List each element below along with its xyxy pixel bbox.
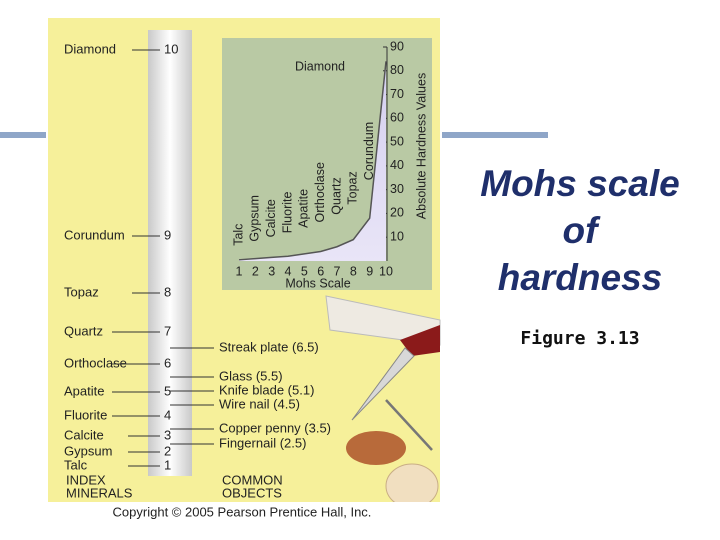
x-tick-label: 10 xyxy=(379,264,393,278)
mineral-hardness: 4 xyxy=(164,407,171,422)
mineral-name: Topaz xyxy=(64,284,99,299)
y-tick-label: 80 xyxy=(390,63,404,77)
y-tick-label: 20 xyxy=(390,206,404,220)
y-tick-label: 40 xyxy=(390,158,404,172)
point-label: Quartz xyxy=(329,177,343,215)
mineral-name: Talc xyxy=(64,457,88,472)
x-tick-label: 5 xyxy=(301,264,308,278)
mineral-name: Calcite xyxy=(64,427,104,442)
mineral-name: Gypsum xyxy=(64,443,112,458)
common-object: Copper penny (3.5) xyxy=(219,420,331,435)
knife-blade xyxy=(351,347,415,421)
mineral-hardness: 5 xyxy=(164,383,171,398)
line xyxy=(238,61,387,261)
common-object: Wire nail (4.5) xyxy=(219,396,300,411)
accent-bar xyxy=(0,132,46,138)
knife-handle xyxy=(400,325,440,356)
mineral-name: Fluorite xyxy=(64,407,107,422)
mineral-hardness: 2 xyxy=(164,443,171,458)
mineral-name: Apatite xyxy=(64,383,104,398)
mineral-name: Orthoclase xyxy=(64,355,127,370)
index-label: MINERALS xyxy=(66,485,133,500)
point-label: Diamond xyxy=(295,59,345,73)
point-label: Topaz xyxy=(346,171,360,204)
x-tick-label: 6 xyxy=(317,264,324,278)
y-tick-label: 70 xyxy=(390,87,404,101)
fingernail xyxy=(385,463,439,509)
y-tick-label: 50 xyxy=(390,134,404,148)
x-tick-label: 7 xyxy=(334,264,341,278)
copyright: Copyright © 2005 Pearson Prentice Hall, … xyxy=(113,504,372,519)
common-object: Glass (5.5) xyxy=(219,368,283,383)
y-tick-label: 90 xyxy=(390,39,404,53)
point-label: Apatite xyxy=(297,189,311,228)
mineral-hardness: 7 xyxy=(164,323,171,338)
scale-strip xyxy=(148,30,192,476)
mineral-hardness: 1 xyxy=(164,457,171,472)
mineral-hardness: 10 xyxy=(164,41,178,56)
mineral-hardness: 8 xyxy=(164,284,171,299)
point-label: Talc xyxy=(231,224,245,246)
point-label: Fluorite xyxy=(280,192,294,234)
mineral-name: Diamond xyxy=(64,41,116,56)
inset-panel xyxy=(222,38,432,290)
common-object: Fingernail (2.5) xyxy=(219,435,306,450)
x-axis-label: Mohs Scale xyxy=(285,276,350,290)
objects-label: OBJECTS xyxy=(222,485,282,500)
mineral-hardness: 6 xyxy=(164,355,171,370)
y-tick-label: 10 xyxy=(390,230,404,244)
caption: Figure 3.13 xyxy=(520,328,639,349)
mineral-name: Quartz xyxy=(64,323,103,338)
mineral-hardness: 3 xyxy=(164,427,171,442)
x-tick-label: 2 xyxy=(252,264,259,278)
mineral-hardness: 9 xyxy=(164,227,171,242)
y-axis-label: Absolute Hardness Values xyxy=(414,73,428,219)
accent-bar xyxy=(442,132,548,138)
common-object: Streak plate (6.5) xyxy=(219,339,319,354)
title-line: hardness xyxy=(498,257,663,298)
x-tick-label: 3 xyxy=(268,264,275,278)
mineral-name: Corundum xyxy=(64,227,125,242)
point-label: Gypsum xyxy=(248,195,262,242)
x-tick-label: 4 xyxy=(285,264,292,278)
area xyxy=(239,61,386,262)
x-tick-label: 9 xyxy=(366,264,373,278)
point-label: Corundum xyxy=(362,122,376,180)
copyright-bar xyxy=(48,502,440,522)
index-label: INDEX xyxy=(66,472,106,487)
title-line: Mohs scale xyxy=(480,163,679,204)
penny xyxy=(346,431,406,465)
y-tick-label: 30 xyxy=(390,182,404,196)
point-label: Calcite xyxy=(264,199,278,237)
objects-label: COMMON xyxy=(222,472,283,487)
wire-nail xyxy=(385,399,433,451)
x-tick-label: 8 xyxy=(350,264,357,278)
title-line: of xyxy=(563,210,602,251)
x-tick-label: 1 xyxy=(236,264,243,278)
y-tick-label: 60 xyxy=(390,111,404,125)
common-object: Knife blade (5.1) xyxy=(219,382,314,397)
point-label: Orthoclase xyxy=(313,162,327,222)
